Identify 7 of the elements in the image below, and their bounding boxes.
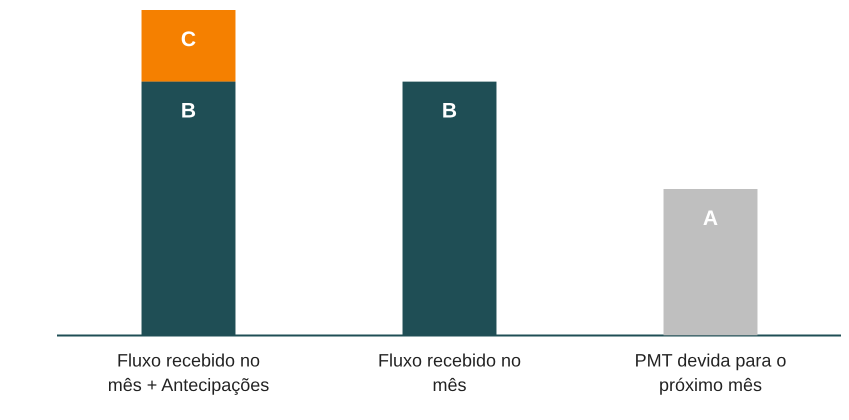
text: B: [442, 99, 458, 122]
series-label: B: [180, 99, 196, 122]
series-label: A: [702, 206, 718, 230]
x-tick-label: Fluxo recebido no mês: [378, 350, 522, 395]
series-label: C: [180, 28, 196, 51]
x-tick-label: Fluxo recebido no mês + Antecipações: [108, 350, 270, 395]
x-tick-label: PMT devida para o próximo mês: [634, 350, 786, 395]
